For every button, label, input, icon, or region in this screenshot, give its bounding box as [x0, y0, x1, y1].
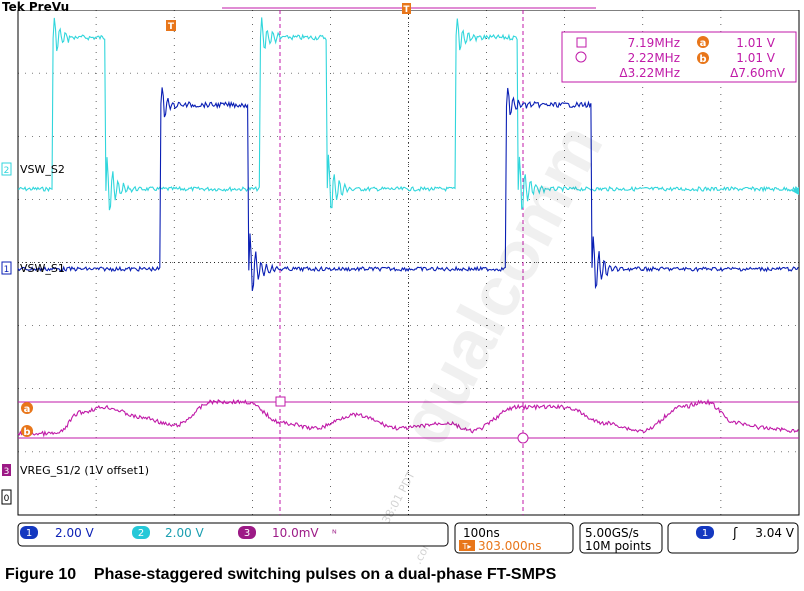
vsw-s1-trace — [17, 87, 799, 292]
brand-label: Tek PreVu — [2, 0, 69, 14]
record-length: 10M points — [585, 539, 651, 553]
ch2-trace-label: VSW_S2 — [20, 163, 65, 176]
ch1-marker-number: 1 — [4, 265, 10, 275]
vsw-s2-trace — [17, 17, 799, 211]
trigger-time-marker[interactable]: T — [166, 20, 176, 32]
volt-b-value: 1.01 V — [736, 51, 776, 65]
trigger-level: 3.04 V — [755, 526, 795, 540]
trigger-slope-icon: ʃ — [732, 526, 738, 541]
ch2-ground-marker[interactable]: 2 — [1, 162, 12, 176]
figure-caption: Figure 10 Phase-staggered switching puls… — [5, 566, 557, 583]
ch3-scale-badge: 3 — [244, 528, 250, 539]
trigger-position-marker[interactable]: T — [402, 3, 411, 15]
trigger-time-label: T — [168, 22, 175, 32]
delta-freq-value: Δ3.22MHz — [619, 66, 680, 80]
trigger-channel-badge: 1 — [702, 528, 708, 539]
cursor-b-badge — [697, 52, 709, 64]
trigger-position-label: T — [403, 5, 410, 15]
trigger-position-badge — [459, 540, 475, 551]
freq-b-value: 2.22MHz — [628, 51, 680, 65]
ch2-marker-number: 2 — [4, 166, 10, 176]
ch1-trace-label: VSW_S1 — [20, 262, 65, 275]
volt-a-value: 1.01 V — [736, 36, 776, 50]
bandwidth-limit-icon: ᴺ — [332, 529, 337, 540]
ch3-ground-marker[interactable]: 3 — [2, 464, 11, 477]
cursor-a-level-marker[interactable]: a — [21, 402, 33, 415]
zero-reference-label: 0 — [4, 494, 10, 504]
cursor-a-badge — [697, 36, 709, 48]
delta-volt-value: Δ7.60mV — [730, 66, 786, 80]
ch2-scale-badge: 2 — [138, 528, 144, 539]
cursor-b-circle-icon — [575, 51, 587, 63]
timebase-position: 303.000ns — [478, 539, 541, 553]
cursor-b-level-label: b — [23, 427, 30, 438]
cursor-b-badge-label: b — [699, 54, 706, 65]
vreg-ripple-trace — [17, 398, 799, 438]
ch3-marker-number: 3 — [4, 467, 10, 477]
ch2-right-arrow-icon — [792, 187, 799, 195]
cursor-a-level-label: a — [24, 404, 31, 415]
channel-scale-panel — [17, 522, 449, 547]
ch3-scale-value: 10.0mV — [272, 526, 319, 540]
sample-rate: 5.00GS/s — [585, 526, 639, 540]
cursor-a-crosspoint-icon — [275, 396, 286, 407]
cursor-a-square-icon — [576, 37, 587, 48]
cursor-b-crosspoint-icon — [517, 432, 529, 444]
ch1-scale-value: 2.00 V — [55, 526, 95, 540]
timebase-scale: 100ns — [463, 526, 500, 540]
ch3-scale-readout[interactable]: 3 10.0mV ᴺ — [238, 526, 337, 540]
ch2-scale-readout[interactable]: 2 2.00 V — [132, 526, 205, 540]
cursor-a-badge-label: a — [700, 38, 707, 49]
ch1-scale-badge: 1 — [26, 528, 32, 539]
ch1-scale-readout[interactable]: 1 2.00 V — [20, 526, 95, 540]
cursor-b-level-marker[interactable]: b — [21, 425, 33, 438]
measurement-panel: 7.19MHz 2.22MHz Δ3.22MHz a b 1.01 V 1.01… — [561, 31, 797, 83]
ch3-trace-label: VREG_S1/2 (1V offset1) — [20, 464, 149, 477]
trigger-position-icon: T▸ — [462, 542, 472, 551]
graticule-grid — [18, 10, 799, 515]
acquisition-panel[interactable] — [579, 522, 663, 554]
freq-a-value: 7.19MHz — [628, 36, 680, 50]
zero-reference-marker: 0 — [1, 489, 12, 505]
ch2-scale-value: 2.00 V — [165, 526, 205, 540]
status-bar: 1 2.00 V 2 2.00 V 3 10.0mV ᴺ 100ns T▸ 30… — [17, 522, 799, 554]
waveform-traces — [17, 17, 799, 438]
ch1-ground-marker[interactable]: 1 — [1, 261, 12, 275]
timebase-panel[interactable] — [454, 522, 574, 554]
